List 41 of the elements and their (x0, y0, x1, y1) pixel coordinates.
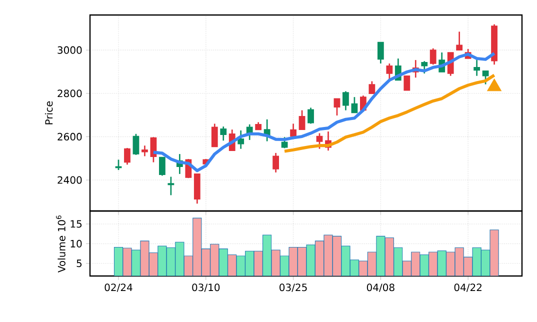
candlestick (334, 98, 340, 116)
candlestick (482, 70, 489, 85)
candlestick (159, 156, 166, 176)
candlestick (168, 176, 174, 196)
candlestick (211, 123, 218, 148)
y-tick-label: 3000 (58, 46, 82, 54)
candlestick (281, 136, 288, 149)
candlestick (124, 147, 130, 166)
y-tick-label: 2400 (58, 176, 82, 184)
x-tick-label: 03/10 (192, 284, 220, 292)
candlestick (132, 133, 140, 156)
candlestick (456, 31, 463, 51)
candlestick (474, 59, 480, 77)
candlestick (308, 107, 314, 124)
y-tick-label: 5 (76, 260, 82, 268)
candlestick (142, 144, 148, 157)
y-tick-label: 2600 (58, 132, 82, 140)
candlestick (298, 110, 306, 130)
candlestick (220, 126, 227, 142)
x-tick-label: 02/24 (104, 284, 132, 292)
candlestick (430, 48, 436, 66)
candlestick (421, 60, 428, 74)
x-tick-label: 04/22 (454, 284, 482, 292)
candlestick (404, 75, 410, 91)
x-tick-label: 03/25 (280, 284, 307, 292)
candlestick (238, 130, 244, 150)
y-tick-label: 15 (70, 220, 82, 228)
y-axis-title: Price (44, 101, 53, 124)
y-tick-label: 2800 (58, 90, 82, 98)
candlestick (290, 123, 296, 137)
candlestick (351, 96, 358, 114)
y-tick-label: 10 (70, 240, 82, 248)
candlestick (272, 152, 279, 174)
candlestick (316, 132, 323, 150)
candlestick (386, 62, 393, 82)
x-tick-label: 04/08 (366, 284, 394, 292)
candlestick (368, 80, 376, 94)
candlestick (377, 42, 384, 64)
candlestick (115, 158, 122, 171)
candlestick (342, 90, 349, 111)
y-axis-title: Volume 10$^{6}$ (56, 215, 66, 273)
